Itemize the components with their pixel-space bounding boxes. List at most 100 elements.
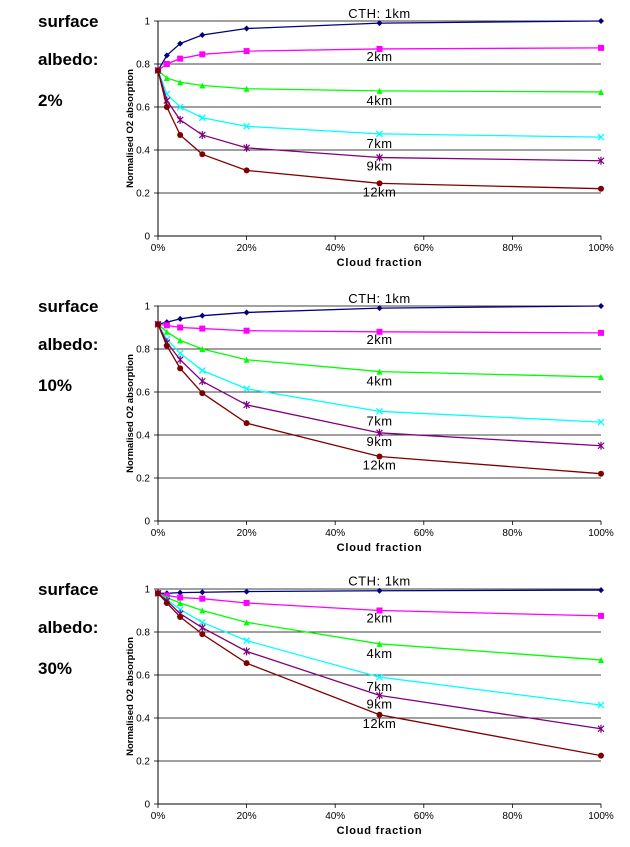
data-point xyxy=(598,185,604,192)
x-tick-label: 100% xyxy=(588,528,614,539)
series-5 xyxy=(155,67,604,192)
y-axis-title: Normalised O2 absorption xyxy=(125,637,136,756)
x-axis-title: Cloud fraction xyxy=(337,542,423,554)
y-tick-label: 0.4 xyxy=(136,146,150,157)
series-label: 4km xyxy=(366,646,392,661)
x-tick-label: 40% xyxy=(325,243,345,254)
data-point xyxy=(598,587,604,594)
data-point xyxy=(198,623,206,632)
data-point xyxy=(598,303,604,309)
series-label: 4km xyxy=(366,374,392,389)
data-point xyxy=(598,88,604,95)
data-point xyxy=(243,599,250,606)
data-point xyxy=(376,153,383,162)
data-point xyxy=(177,594,184,601)
y-axis-title: Normalised O2 absorption xyxy=(125,354,136,473)
data-point xyxy=(376,87,383,94)
data-point xyxy=(243,660,250,667)
series-label: 9km xyxy=(366,159,392,174)
data-point xyxy=(163,61,170,67)
y-tick-label: 0.2 xyxy=(136,757,150,768)
x-tick-label: 60% xyxy=(414,811,434,822)
y-tick-label: 0 xyxy=(144,800,150,811)
data-point xyxy=(598,373,604,380)
series-0 xyxy=(155,303,604,328)
series-label: 7km xyxy=(366,136,392,151)
data-point xyxy=(376,453,383,460)
albedo-label-line1: surface xyxy=(38,12,99,31)
data-point xyxy=(376,711,383,718)
data-point xyxy=(199,390,206,397)
data-point xyxy=(177,599,184,606)
data-point xyxy=(243,122,251,130)
panel-albedo-10: surface albedo: 10% 0 0.2 0.4 0.6 0.8 1 0% 20% 4… xyxy=(0,285,630,564)
x-tick-label: 0% xyxy=(151,243,166,254)
data-point xyxy=(597,133,605,141)
data-point xyxy=(376,328,383,335)
series-label: CTH: 1km xyxy=(348,291,411,306)
data-point xyxy=(376,673,383,681)
data-point xyxy=(198,114,206,122)
data-point xyxy=(376,607,383,614)
y-tick-label: 0.6 xyxy=(136,671,150,682)
chart-albedo-2: 0 0.2 0.4 0.6 0.8 1 0% 20% 40% 60% 80% 100% Cloud fr… xyxy=(125,6,614,269)
data-point xyxy=(376,305,383,312)
x-tick-label: 40% xyxy=(325,811,345,822)
data-point xyxy=(176,103,184,111)
data-point xyxy=(243,619,250,626)
x-tick-label: 20% xyxy=(237,811,257,822)
data-point xyxy=(598,470,604,477)
data-point xyxy=(163,52,170,59)
series-label: CTH: 1km xyxy=(348,574,411,589)
data-point xyxy=(163,74,170,81)
data-point xyxy=(376,45,383,52)
data-point xyxy=(198,618,206,626)
data-point xyxy=(598,329,604,336)
data-point xyxy=(177,365,184,372)
x-tick-label: 80% xyxy=(502,528,522,539)
albedo-label-line3: 30% xyxy=(38,659,73,678)
y-axis-title: Normalised O2 absorption xyxy=(125,69,136,188)
series-5 xyxy=(155,590,604,759)
data-point xyxy=(243,327,250,334)
albedo-label-line3: 10% xyxy=(38,376,73,395)
x-tick-label: 0% xyxy=(151,528,166,539)
data-point xyxy=(376,20,383,27)
y-tick-label: 0.6 xyxy=(136,103,150,114)
x-tick-label: 0% xyxy=(151,811,166,822)
data-point xyxy=(198,130,206,139)
data-point xyxy=(243,167,250,174)
y-tick-label: 0.8 xyxy=(136,345,150,356)
data-point xyxy=(243,48,250,55)
data-point xyxy=(376,640,383,647)
data-point xyxy=(199,589,206,596)
data-point xyxy=(163,328,170,335)
series-label: 12km xyxy=(363,184,397,199)
data-point xyxy=(597,724,605,733)
data-point xyxy=(376,428,383,437)
data-point xyxy=(597,418,605,426)
data-point xyxy=(198,377,206,386)
y-tick-label: 0 xyxy=(144,232,150,243)
data-point xyxy=(199,325,206,332)
y-tick-label: 0.2 xyxy=(136,189,150,200)
data-point xyxy=(376,691,383,700)
x-tick-label: 20% xyxy=(237,528,257,539)
x-tick-label: 60% xyxy=(414,528,434,539)
data-point xyxy=(177,589,184,596)
chart-albedo-10: 0 0.2 0.4 0.6 0.8 1 0% 20% 40% 60% 80% 100% Cloud fr… xyxy=(125,291,614,554)
x-tick-label: 20% xyxy=(237,243,257,254)
y-tick-label: 0 xyxy=(144,517,150,528)
series-2 xyxy=(155,67,604,95)
albedo-label-line1: surface xyxy=(38,297,99,316)
data-point xyxy=(243,356,250,363)
data-point xyxy=(177,40,184,47)
data-point xyxy=(598,752,604,759)
data-point xyxy=(598,44,604,51)
series-label: 9km xyxy=(366,696,392,711)
data-point xyxy=(176,115,184,124)
data-point xyxy=(199,31,206,38)
panel-albedo-2: surface albedo: 2% 0 0.2 0.4 0.6 0.8 1 0% 20% 40… xyxy=(0,0,630,279)
data-point xyxy=(597,701,605,709)
data-point xyxy=(199,151,206,158)
